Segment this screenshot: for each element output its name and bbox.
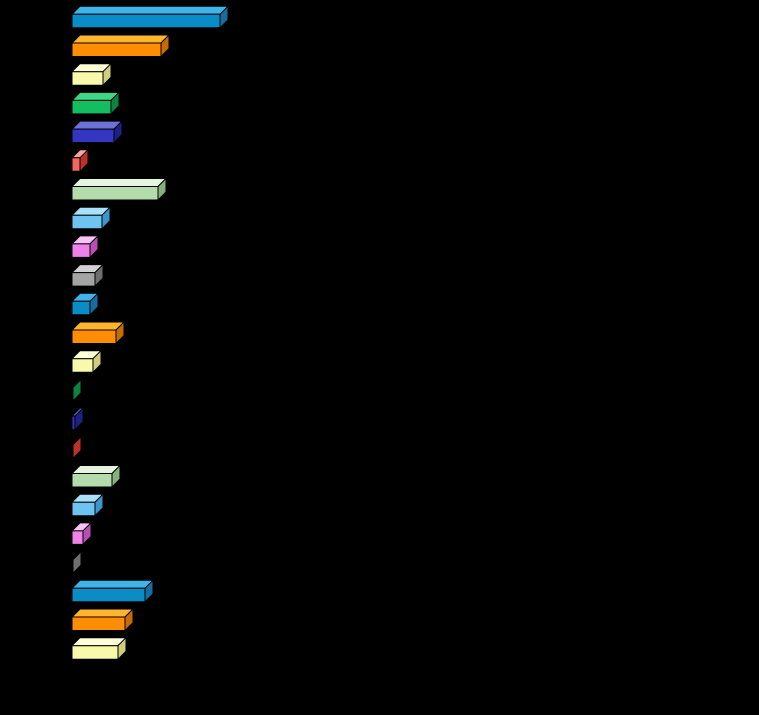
bar-front-face xyxy=(71,99,112,115)
bar-3d-salmon xyxy=(70,148,90,173)
bar-front-face xyxy=(71,501,96,517)
bar-3d-orange xyxy=(70,607,135,632)
bar-front-face xyxy=(71,358,94,373)
bar-front-face xyxy=(71,559,74,574)
bar-3d-orange xyxy=(70,33,171,58)
bar-front-face xyxy=(71,300,91,316)
bar-front-face xyxy=(71,530,84,545)
bar-front-face xyxy=(71,587,146,603)
bar-3d-pale-yellow xyxy=(70,636,128,661)
bar-front-face xyxy=(71,214,103,230)
bar-front-face xyxy=(71,13,221,29)
bar-3d-gray xyxy=(70,550,83,575)
bar-3d-royal-blue xyxy=(70,406,85,431)
bar-3d-light-green xyxy=(70,464,122,489)
bar-3d-gray xyxy=(70,263,105,288)
bar-3d-blue xyxy=(70,5,230,30)
bar-front-face xyxy=(71,157,81,172)
bar-front-face xyxy=(71,42,162,57)
bar-3d-orange xyxy=(70,320,126,345)
bar-front-face xyxy=(71,444,74,459)
bar-3d-green xyxy=(70,91,121,116)
bar-3d-blue xyxy=(70,292,100,317)
bar-3d-violet xyxy=(70,234,100,259)
bar-3d-sky-blue xyxy=(70,492,105,517)
bar-front-face xyxy=(71,243,91,258)
bar-front-face xyxy=(71,473,113,488)
bar-top-face xyxy=(70,34,171,44)
bar-3d-violet xyxy=(70,521,93,546)
bar-top-face xyxy=(70,178,168,187)
bar-front-face xyxy=(71,415,76,431)
bar-top-face xyxy=(70,579,155,589)
bar-top-face xyxy=(70,321,126,331)
bar-front-face xyxy=(71,272,96,287)
bar-front-face xyxy=(71,329,117,344)
bar-front-face xyxy=(71,386,74,402)
bar-3d-royal-blue xyxy=(70,119,124,144)
bar-3d-light-green xyxy=(70,177,168,202)
bar-3d-salmon xyxy=(70,435,83,460)
bar-front-face xyxy=(71,71,104,86)
bar-top-face xyxy=(70,637,128,647)
bar-3d-blue xyxy=(70,579,155,604)
bar-3d-pale-yellow xyxy=(70,62,113,87)
bar-front-face xyxy=(71,616,126,631)
bar-top-face xyxy=(70,5,230,15)
bar-3d-pale-yellow xyxy=(70,349,103,374)
bar-3d-green xyxy=(70,378,83,403)
bar-front-face xyxy=(71,128,115,144)
bar-front-face xyxy=(71,645,119,660)
bar-front-face xyxy=(71,186,159,201)
bar-top-face xyxy=(70,608,135,618)
bar-3d-sky-blue xyxy=(70,205,112,230)
